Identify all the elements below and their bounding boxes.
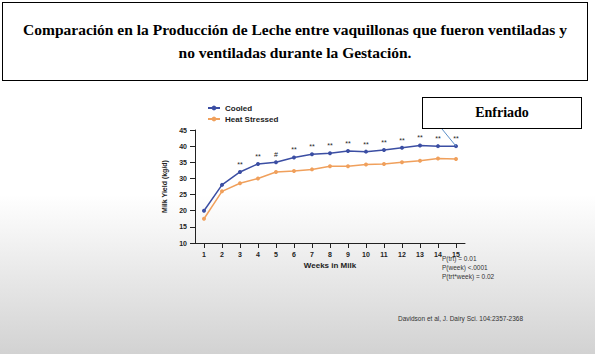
svg-text:11: 11 bbox=[380, 251, 388, 258]
svg-text:**: ** bbox=[327, 142, 333, 149]
svg-text:**: ** bbox=[345, 140, 351, 147]
svg-text:2: 2 bbox=[220, 251, 224, 258]
svg-text:**: ** bbox=[435, 135, 441, 142]
svg-text:Milk Yield (kg/d): Milk Yield (kg/d) bbox=[161, 160, 169, 213]
svg-text:12: 12 bbox=[398, 251, 406, 258]
svg-text:35: 35 bbox=[179, 159, 187, 166]
html-text:Enfriado: Enfriado bbox=[475, 105, 529, 120]
svg-text:**: ** bbox=[363, 141, 369, 148]
svg-text:1: 1 bbox=[202, 251, 206, 258]
svg-text:40: 40 bbox=[179, 143, 187, 150]
svg-text:Weeks in Milk: Weeks in Milk bbox=[304, 261, 357, 270]
svg-text:5: 5 bbox=[274, 251, 278, 258]
svg-text:8: 8 bbox=[328, 251, 332, 258]
svg-text:14: 14 bbox=[434, 251, 442, 258]
svg-text:45: 45 bbox=[179, 127, 187, 134]
svg-text:30: 30 bbox=[179, 175, 187, 182]
svg-text:20: 20 bbox=[179, 207, 187, 214]
svg-text:**: ** bbox=[291, 146, 297, 153]
svg-text:**: ** bbox=[453, 135, 459, 142]
svg-text:15: 15 bbox=[452, 251, 460, 258]
svg-text:**: ** bbox=[237, 161, 243, 168]
html-text:Comparación en la Producción d: Comparación en la Producción de Leche en… bbox=[23, 21, 567, 61]
svg-text:Davidson et al, J. Dairy Sci.: Davidson et al, J. Dairy Sci. 104:2357-2… bbox=[398, 315, 523, 323]
svg-text:#: # bbox=[274, 151, 278, 158]
svg-text:P(trt) = 0.01: P(trt) = 0.01 bbox=[442, 255, 477, 262]
svg-text:**: ** bbox=[417, 134, 423, 141]
svg-text:7: 7 bbox=[310, 251, 314, 258]
svg-text:**: ** bbox=[399, 137, 405, 144]
svg-text:10: 10 bbox=[362, 251, 370, 258]
svg-text:Heat Stressed: Heat Stressed bbox=[225, 115, 278, 124]
svg-text:9: 9 bbox=[346, 251, 350, 258]
svg-text:6: 6 bbox=[292, 251, 296, 258]
svg-text:**: ** bbox=[381, 139, 387, 146]
svg-text:Cooled: Cooled bbox=[225, 104, 252, 113]
svg-text:4: 4 bbox=[256, 251, 260, 258]
svg-text:3: 3 bbox=[238, 251, 242, 258]
svg-text:13: 13 bbox=[416, 251, 424, 258]
svg-text:P(week) <.0001: P(week) <.0001 bbox=[442, 264, 488, 272]
svg-text:10: 10 bbox=[179, 240, 187, 247]
svg-text:**: ** bbox=[309, 143, 315, 150]
svg-text:15: 15 bbox=[179, 223, 187, 230]
svg-text:**: ** bbox=[255, 153, 261, 160]
svg-text:25: 25 bbox=[179, 191, 187, 198]
svg-text:P(trt*week) = 0.02: P(trt*week) = 0.02 bbox=[442, 273, 495, 281]
